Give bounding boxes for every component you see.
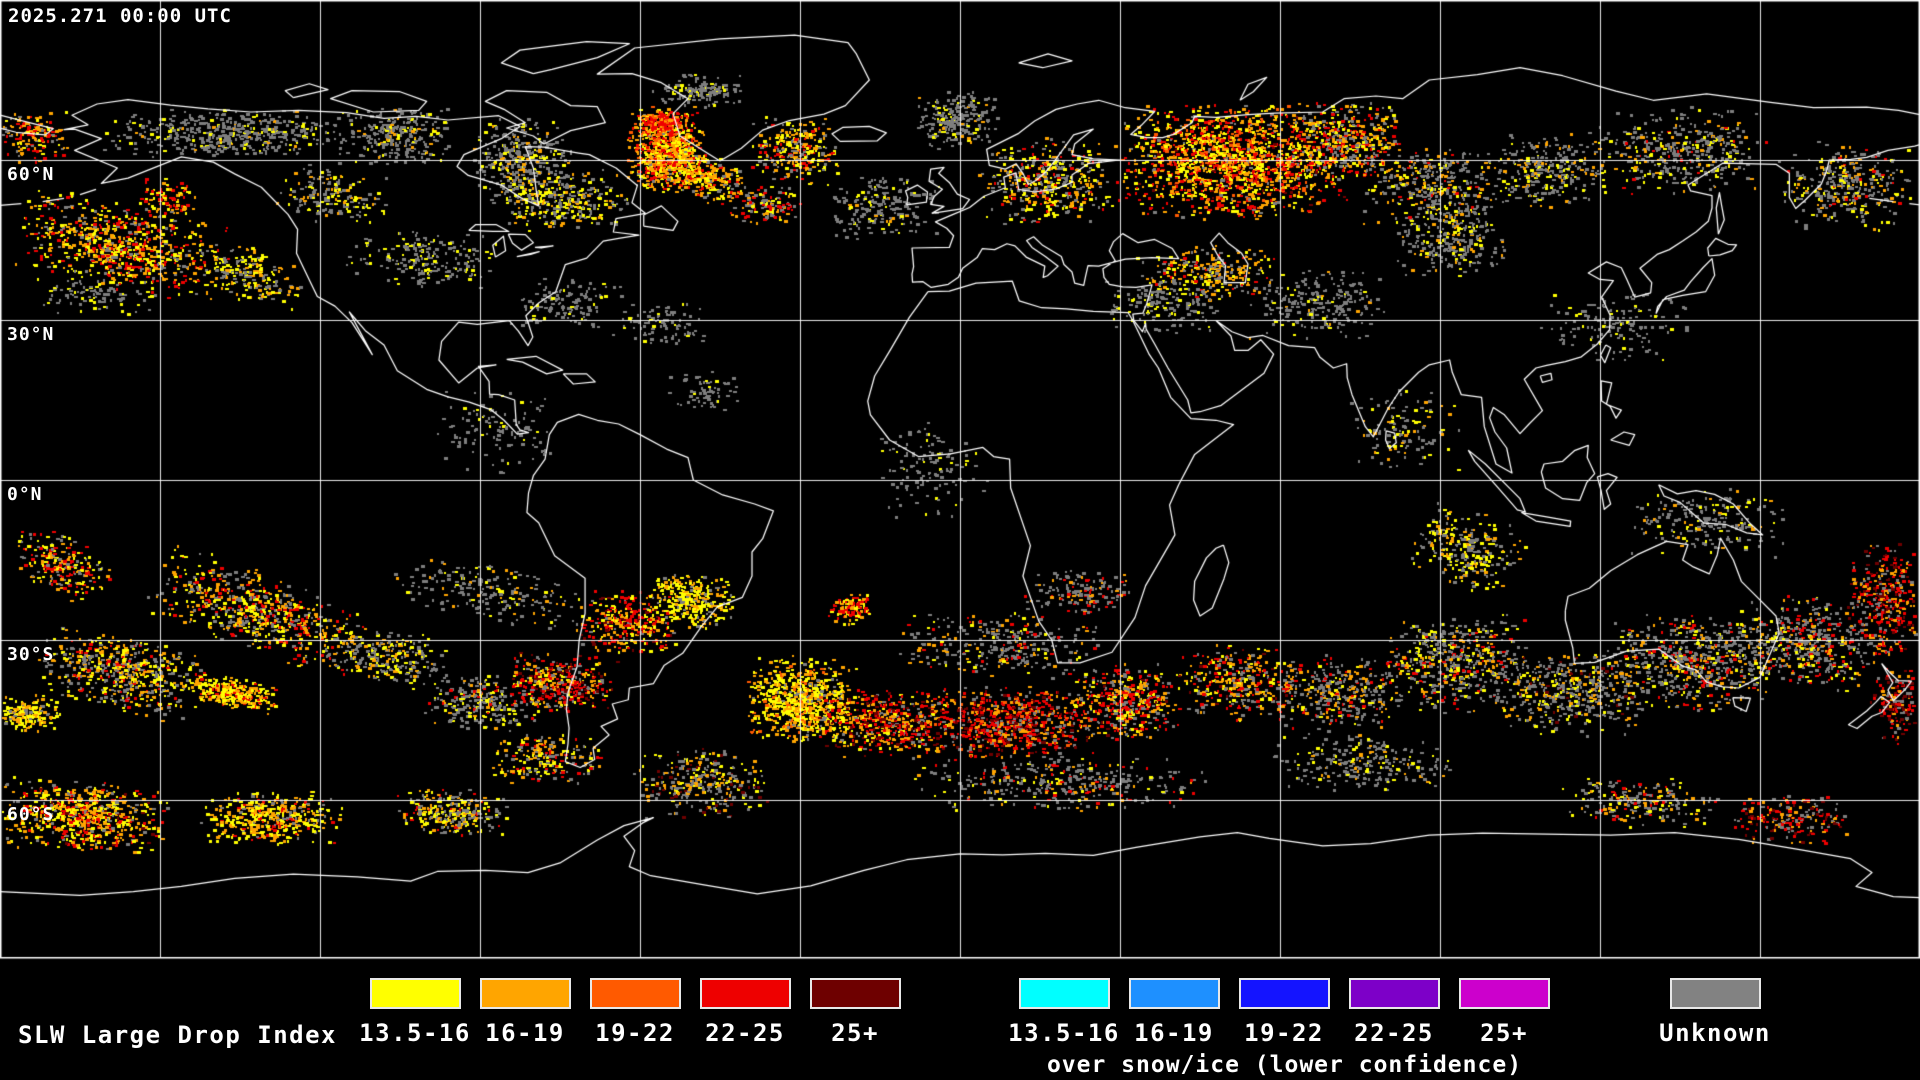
legend-swatch (590, 978, 681, 1009)
legend-range-label: 22-25 (705, 1019, 785, 1047)
legend-range-label: 22-25 (1354, 1019, 1434, 1047)
timestamp-label: 2025.271 00:00 UTC (8, 5, 232, 27)
lat-label: 0°N (7, 484, 43, 505)
legend-swatch (700, 978, 791, 1009)
legend-range-label: 13.5-16 (1008, 1019, 1120, 1047)
legend-swatch (480, 978, 571, 1009)
legend-swatch (810, 978, 901, 1009)
legend-swatch (1239, 978, 1330, 1009)
legend-swatch (1670, 978, 1761, 1009)
legend-swatch (1349, 978, 1440, 1009)
lat-label: 60°N (7, 164, 55, 185)
legend-range-label: 16-19 (485, 1019, 565, 1047)
legend-range-label: 25+ (831, 1019, 879, 1047)
world-map-canvas (0, 0, 1920, 960)
legend-title: SLW Large Drop Index (18, 1021, 337, 1049)
legend-swatch (1019, 978, 1110, 1009)
legend-range-label: 19-22 (595, 1019, 675, 1047)
legend-range-label: 25+ (1480, 1019, 1528, 1047)
legend-swatch (370, 978, 461, 1009)
lat-label: 60°S (7, 804, 55, 825)
legend-range-label: 19-22 (1244, 1019, 1324, 1047)
legend-snow-caption: over snow/ice (lower confidence) (1046, 1052, 1523, 1078)
legend-range-label: 13.5-16 (359, 1019, 471, 1047)
lat-label: 30°S (7, 644, 55, 665)
legend-range-label: Unknown (1659, 1019, 1771, 1047)
legend-swatch (1129, 978, 1220, 1009)
legend-swatch (1459, 978, 1550, 1009)
lat-label: 30°N (7, 324, 55, 345)
legend-range-label: 16-19 (1134, 1019, 1214, 1047)
